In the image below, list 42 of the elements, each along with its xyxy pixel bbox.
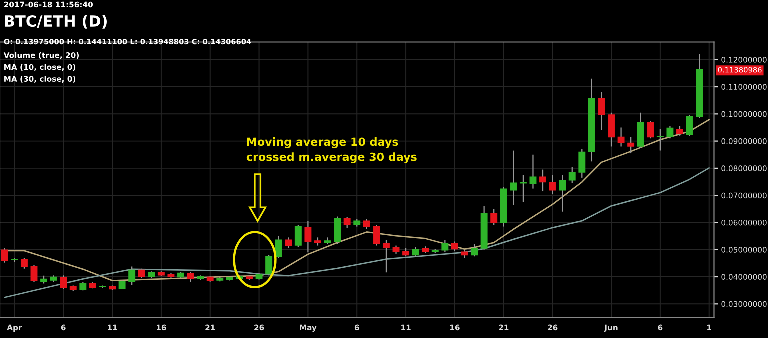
candlestick bbox=[1, 248, 8, 264]
candlestick bbox=[266, 254, 273, 276]
candlestick bbox=[578, 148, 586, 179]
candlestick bbox=[530, 154, 537, 190]
candlestick bbox=[647, 120, 654, 140]
candlestick bbox=[30, 264, 38, 283]
candlestick bbox=[128, 266, 136, 286]
annotation: Moving average 10 days crossed m.average 30 days bbox=[246, 138, 417, 164]
candlestick bbox=[138, 268, 146, 279]
candlestick bbox=[598, 92, 606, 132]
candlestick bbox=[382, 240, 390, 274]
candlestick bbox=[187, 272, 194, 283]
candlestick bbox=[676, 126, 684, 136]
candlestick bbox=[344, 216, 351, 229]
candlestick bbox=[373, 224, 380, 246]
candlestick bbox=[471, 244, 478, 258]
candlestick bbox=[285, 237, 292, 250]
candlestick bbox=[608, 112, 615, 148]
candlestick bbox=[549, 174, 556, 195]
candlestick bbox=[20, 257, 28, 270]
candlestick bbox=[628, 136, 635, 154]
candlestick bbox=[656, 128, 664, 152]
candlestick bbox=[412, 246, 420, 258]
chart-title: BTC/ETH (D) bbox=[5, 15, 107, 29]
candlestick bbox=[559, 174, 566, 212]
candlestick bbox=[334, 216, 342, 245]
candlestick bbox=[568, 166, 576, 184]
candlestick bbox=[363, 218, 370, 230]
candlestick bbox=[304, 220, 312, 254]
candlestick bbox=[442, 240, 449, 253]
candlestick bbox=[490, 208, 498, 226]
candlestick bbox=[666, 126, 674, 140]
candlestick bbox=[510, 150, 518, 206]
candlestick bbox=[686, 114, 694, 137]
line-series bbox=[4, 167, 710, 298]
candlestick bbox=[618, 127, 625, 148]
candlestick bbox=[294, 224, 302, 248]
candlestick bbox=[324, 237, 332, 245]
candlestick bbox=[451, 241, 458, 252]
candlestick bbox=[275, 236, 282, 259]
candlestick bbox=[60, 275, 68, 290]
candlestick bbox=[540, 169, 546, 192]
